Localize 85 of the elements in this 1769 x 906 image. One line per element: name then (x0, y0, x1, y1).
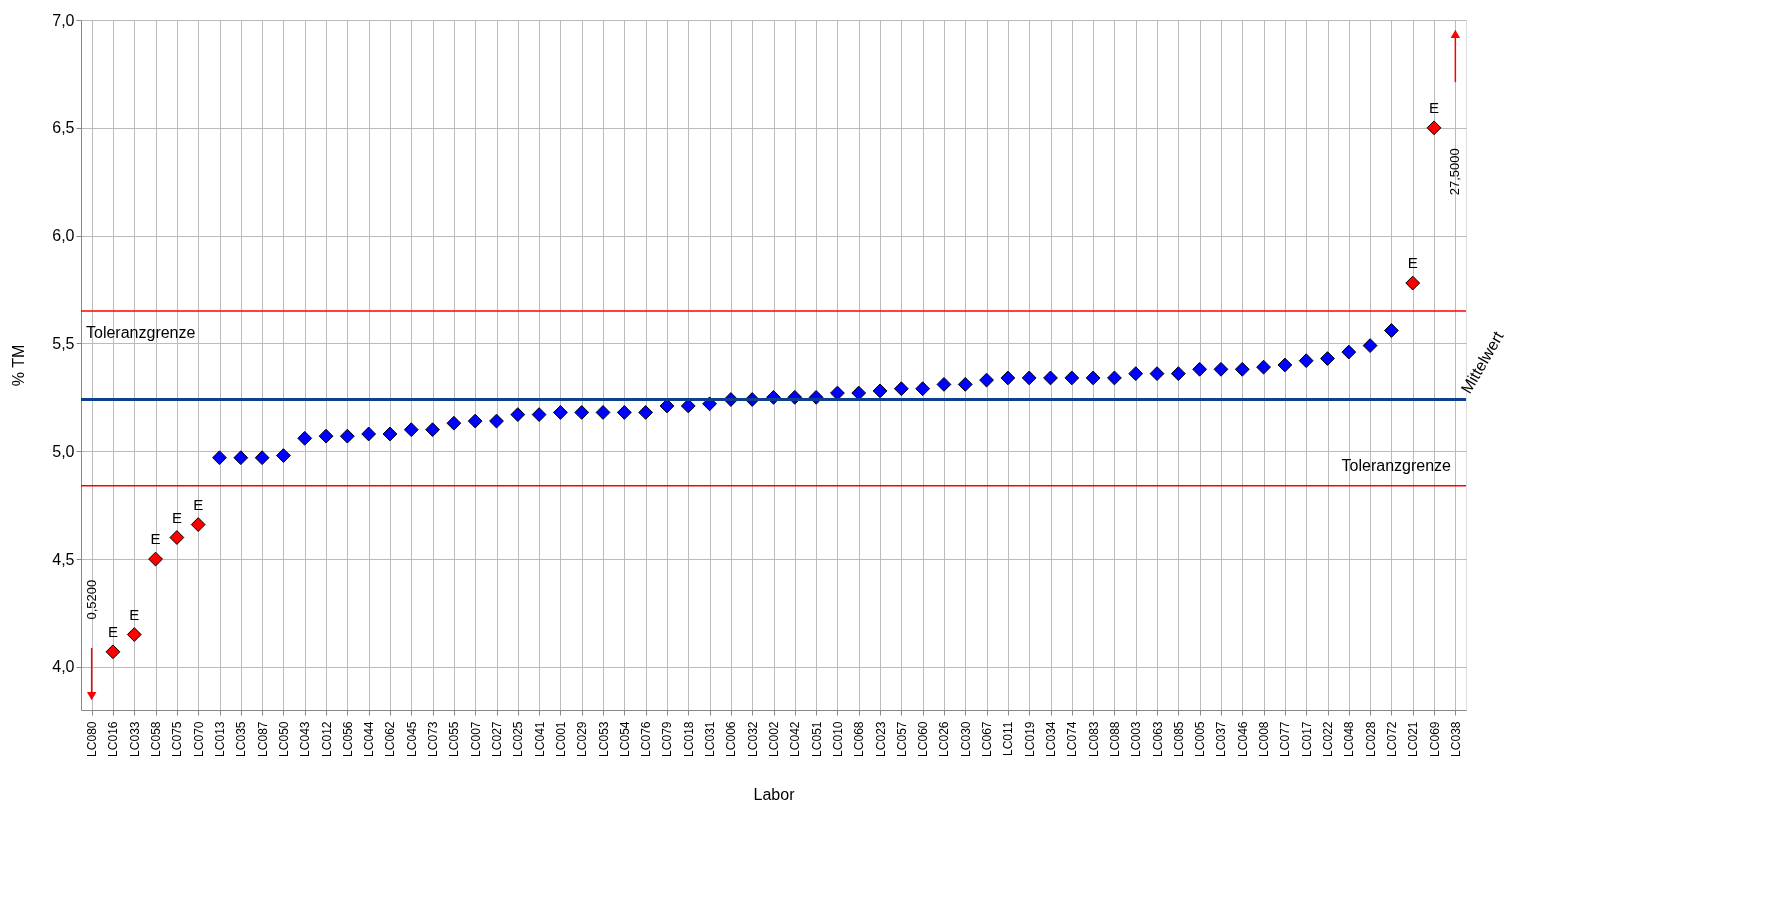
y-tick-label: 6,0 (52, 227, 75, 245)
x-tick-label: LC073 (426, 721, 441, 757)
x-tick-label: LC058 (149, 721, 164, 757)
x-tick-label: LC022 (1321, 721, 1335, 757)
y-tick-label: 5,5 (52, 334, 75, 352)
x-tick-label: LC085 (1171, 721, 1186, 757)
x-tick-label: LC080 (85, 721, 100, 757)
x-tick-label: LC070 (191, 721, 206, 757)
x-tick-label: LC074 (1065, 721, 1080, 757)
x-tick-label: LC045 (404, 721, 419, 757)
x-tick-label: LC017 (1299, 721, 1314, 757)
x-tick-label: LC025 (511, 721, 526, 757)
x-tick-label: LC035 (234, 721, 249, 757)
x-tick-label: LC055 (447, 721, 462, 757)
x-tick-label: LC001 (553, 721, 568, 757)
x-tick-label: LC053 (596, 721, 611, 757)
x-tick-label: LC013 (213, 721, 227, 757)
y-axis-title: % TM (10, 344, 28, 387)
x-tick-label: LC044 (362, 721, 377, 757)
annotation: 27,5000 (1447, 148, 1463, 196)
x-tick-label: LC056 (340, 721, 355, 757)
x-tick-label: LC072 (1384, 721, 1399, 757)
annotation: E (171, 508, 182, 526)
x-tick-label: LC068 (852, 721, 867, 757)
x-tick-label: LC010 (830, 721, 845, 757)
annotation: E (1407, 254, 1418, 272)
x-tick-label: LC012 (319, 721, 334, 757)
ref-line-label: Toleranzgrenze (86, 324, 196, 342)
x-tick-label: LC008 (1257, 721, 1272, 757)
x-tick-label: LC003 (1129, 721, 1144, 757)
x-tick-label: LC041 (532, 721, 547, 757)
x-tick-label: LC043 (298, 721, 313, 757)
x-tick-label: LC042 (788, 721, 803, 757)
x-tick-label: LC050 (276, 721, 291, 757)
x-tick-label: LC002 (767, 721, 781, 757)
x-tick-label: LC037 (1214, 721, 1229, 757)
y-tick-label: 4,5 (52, 550, 75, 568)
x-tick-label: LC026 (937, 721, 952, 757)
x-tick-label: LC016 (106, 721, 121, 757)
x-tick-label: LC067 (980, 721, 995, 757)
x-tick-label: LC027 (490, 721, 504, 757)
annotation: E (150, 530, 161, 548)
ref-line-label: Toleranzgrenze (1341, 456, 1452, 474)
x-tick-label: LC083 (1086, 721, 1101, 757)
x-tick-label: LC019 (1022, 721, 1037, 757)
x-tick-label: LC021 (1406, 721, 1421, 757)
x-tick-label: LC087 (255, 721, 270, 757)
x-tick-label: LC018 (681, 721, 696, 757)
x-tick-label: LC029 (575, 721, 590, 757)
x-tick-label: LC051 (809, 721, 824, 757)
x-tick-label: LC038 (1448, 721, 1463, 757)
x-tick-label: LC063 (1150, 721, 1165, 757)
x-tick-label: LC023 (873, 721, 888, 757)
x-tick-label: LC079 (660, 721, 675, 757)
x-tick-label: LC088 (1107, 721, 1122, 757)
annotation: E (129, 605, 140, 623)
x-tick-label: LC077 (1278, 721, 1293, 757)
y-tick-label: 6,5 (52, 119, 75, 137)
x-tick-label: LC048 (1342, 721, 1357, 757)
x-tick-label: LC046 (1235, 721, 1250, 757)
x-tick-label: LC011 (1001, 721, 1016, 756)
x-tick-label: LC030 (958, 721, 973, 757)
y-tick-label: 5,0 (52, 442, 75, 460)
annotation: E (193, 495, 204, 513)
x-tick-label: LC007 (468, 721, 483, 757)
x-tick-label: LC069 (1427, 721, 1442, 757)
x-axis-title: Labor (753, 785, 796, 803)
x-tick-label: LC031 (703, 721, 718, 757)
x-tick-label: LC060 (916, 721, 931, 757)
x-tick-label: LC057 (894, 721, 909, 757)
annotation: E (107, 622, 118, 640)
x-tick-label: LC062 (383, 721, 398, 757)
x-tick-label: LC076 (639, 721, 654, 757)
annotation: E (1429, 98, 1440, 116)
y-tick-label: 4,0 (52, 658, 75, 676)
x-tick-label: LC006 (724, 721, 739, 757)
x-tick-label: LC032 (745, 721, 760, 757)
y-tick-label: 7,0 (52, 11, 75, 29)
x-tick-label: LC033 (127, 721, 142, 757)
x-tick-label: LC028 (1363, 721, 1378, 757)
x-tick-label: LC054 (617, 721, 632, 757)
x-tick-label: LC034 (1044, 721, 1058, 757)
annotation: 0,5200 (83, 579, 99, 620)
x-tick-label: LC005 (1193, 721, 1208, 757)
x-tick-label: LC075 (170, 721, 185, 757)
